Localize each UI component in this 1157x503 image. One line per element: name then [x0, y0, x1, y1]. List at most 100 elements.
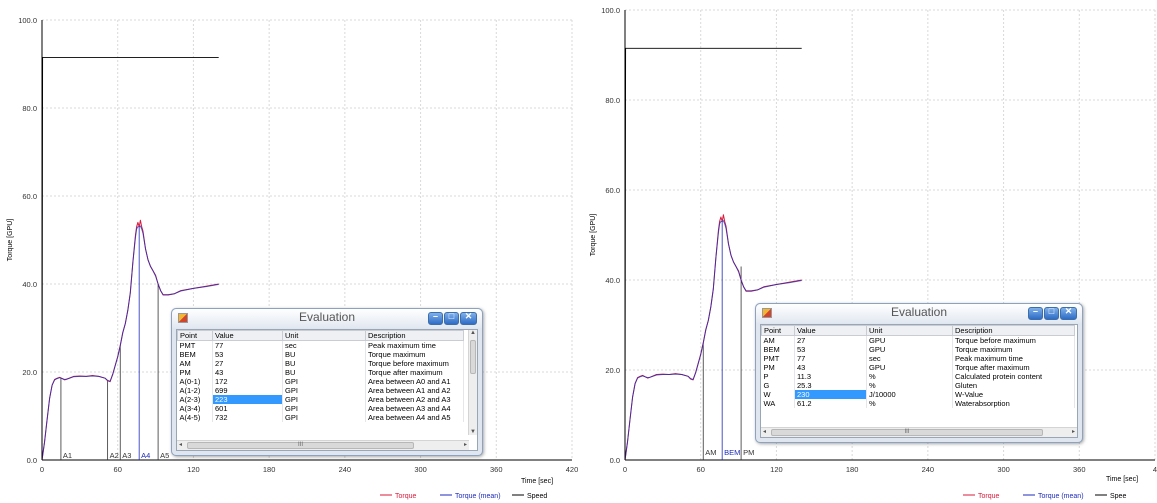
table-cell[interactable]: GPI	[282, 413, 366, 422]
table-row[interactable]: PMT 77 sec Peak maximum time	[761, 354, 1075, 363]
table-row[interactable]: W 230 J/10000 W-Value	[761, 390, 1075, 399]
table-cell[interactable]: GPU	[866, 345, 953, 354]
table-row[interactable]: PMT 77 sec Peak maximum time	[177, 340, 464, 350]
table-cell[interactable]: P	[761, 372, 795, 381]
scroll-up-icon[interactable]: ▲	[470, 330, 476, 336]
table-cell[interactable]: PM	[177, 368, 213, 377]
evaluation-window-left[interactable]: Evaluation – □ ✕ Point Value Unit Descripti…	[171, 308, 483, 456]
window-titlebar[interactable]: Evaluation – □ ✕	[756, 304, 1082, 323]
column-header[interactable]: Point	[177, 330, 213, 341]
table-cell[interactable]: 699	[212, 386, 283, 395]
table-row[interactable]: WA 61.2% Waterabsorption	[761, 399, 1075, 408]
column-header[interactable]: Unit	[282, 330, 366, 341]
table-cell[interactable]: BEM	[177, 350, 213, 359]
table-cell[interactable]: %	[866, 381, 953, 390]
table-cell[interactable]: 732	[212, 413, 283, 422]
maximize-icon[interactable]: □	[1044, 306, 1059, 320]
evaluation-grid[interactable]: Point Value Unit Description AM 27 GPU Torque …	[760, 324, 1078, 438]
table-cell[interactable]: PMT	[177, 340, 213, 350]
table-cell[interactable]: 11.3	[794, 372, 867, 381]
table-row[interactable]: A(4-5) 732 GPI Area between A4 and A5	[177, 413, 464, 422]
table-cell[interactable]: 223	[212, 395, 283, 404]
vertical-scrollbar[interactable]: ▲ ▼	[468, 330, 477, 435]
table-cell[interactable]: PM	[761, 363, 795, 372]
close-icon[interactable]: ✕	[460, 311, 477, 325]
table-cell[interactable]: 25.3	[794, 381, 867, 390]
table-cell[interactable]: sec	[282, 340, 366, 350]
hscroll-thumb[interactable]: III	[771, 429, 1043, 436]
table-cell[interactable]: Torque maximum	[365, 350, 464, 359]
table-cell[interactable]: Torque before maximum	[952, 335, 1075, 345]
table-cell[interactable]: BU	[282, 359, 366, 368]
table-cell[interactable]: 61.2	[794, 399, 867, 408]
table-row[interactable]: P 11.3% Calculated protein content	[761, 372, 1075, 381]
table-cell[interactable]: Gluten	[952, 381, 1075, 390]
table-row[interactable]: AM 27 BU Torque before maximum	[177, 359, 464, 368]
table-row[interactable]: G 25.3% Gluten	[761, 381, 1075, 390]
table-cell[interactable]: 27	[794, 335, 867, 345]
table-cell[interactable]: 230	[794, 390, 867, 399]
table-cell[interactable]: %	[866, 399, 953, 408]
table-row[interactable]: A(3-4) 601 GPI Area between A3 and A4	[177, 404, 464, 413]
horizontal-scrollbar[interactable]: ◂ III ▸	[761, 427, 1077, 437]
table-row[interactable]: PM 43 GPU Torque after maximum	[761, 363, 1075, 372]
table-cell[interactable]: W	[761, 390, 795, 399]
minimize-icon[interactable]: –	[1028, 306, 1043, 320]
evaluation-window-right[interactable]: Evaluation – □ ✕ Point Value Unit Descripti…	[755, 303, 1083, 443]
table-cell[interactable]: GPU	[866, 335, 953, 345]
window-titlebar[interactable]: Evaluation – □ ✕	[172, 309, 482, 328]
table-cell[interactable]: Area between A2 and A3	[365, 395, 464, 404]
table-cell[interactable]: 601	[212, 404, 283, 413]
table-cell[interactable]: J/10000	[866, 390, 953, 399]
table-cell[interactable]: Area between A1 and A2	[365, 386, 464, 395]
table-row[interactable]: A(0-1) 172 GPI Area between A0 and A1	[177, 377, 464, 386]
table-cell[interactable]: BEM	[761, 345, 795, 354]
scroll-thumb[interactable]	[470, 340, 476, 374]
table-cell[interactable]: Waterabsorption	[952, 399, 1075, 408]
table-cell[interactable]: 172	[212, 377, 283, 386]
table-cell[interactable]: W-Value	[952, 390, 1075, 399]
table-cell[interactable]: WA	[761, 399, 795, 408]
table-cell[interactable]: GPI	[282, 404, 366, 413]
hscroll-thumb[interactable]: III	[187, 442, 414, 449]
table-cell[interactable]: 53	[212, 350, 283, 359]
table-row[interactable]: A(1-2) 699 GPI Area between A1 and A2	[177, 386, 464, 395]
scroll-right-icon[interactable]: ▸	[1071, 429, 1075, 435]
table-cell[interactable]: Calculated protein content	[952, 372, 1075, 381]
table-cell[interactable]: 43	[212, 368, 283, 377]
table-row[interactable]: A(2-3) 223 GPI Area between A2 and A3	[177, 395, 464, 404]
evaluation-grid[interactable]: Point Value Unit Description PMT 77 sec Peak m…	[176, 329, 478, 451]
table-row[interactable]: AM 27 GPU Torque before maximum	[761, 335, 1075, 345]
table-cell[interactable]: Torque after maximum	[952, 363, 1075, 372]
horizontal-scrollbar[interactable]: ◂ III ▸	[177, 440, 469, 450]
table-cell[interactable]: 77	[794, 354, 867, 363]
column-header[interactable]: Value	[212, 330, 283, 341]
table-cell[interactable]: 53	[794, 345, 867, 354]
table-cell[interactable]: BU	[282, 368, 366, 377]
table-cell[interactable]: A(2-3)	[177, 395, 213, 404]
table-cell[interactable]: Torque maximum	[952, 345, 1075, 354]
table-cell[interactable]: 77	[212, 340, 283, 350]
scroll-left-icon[interactable]: ◂	[763, 429, 767, 435]
table-cell[interactable]: A(4-5)	[177, 413, 213, 422]
table-cell[interactable]: 43	[794, 363, 867, 372]
table-cell[interactable]: Area between A3 and A4	[365, 404, 464, 413]
table-cell[interactable]: %	[866, 372, 953, 381]
column-header[interactable]: Unit	[866, 325, 953, 336]
table-cell[interactable]: Torque after maximum	[365, 368, 464, 377]
table-cell[interactable]: A(1-2)	[177, 386, 213, 395]
scroll-right-icon[interactable]: ▸	[463, 442, 467, 448]
minimize-icon[interactable]: –	[428, 311, 443, 325]
table-cell[interactable]: AM	[177, 359, 213, 368]
table-cell[interactable]: Area between A4 and A5	[365, 413, 464, 422]
table-cell[interactable]: GPU	[866, 363, 953, 372]
table-cell[interactable]: G	[761, 381, 795, 390]
table-cell[interactable]: A(3-4)	[177, 404, 213, 413]
table-row[interactable]: PM 43 BU Torque after maximum	[177, 368, 464, 377]
table-cell[interactable]: AM	[761, 335, 795, 345]
table-cell[interactable]: PMT	[761, 354, 795, 363]
maximize-icon[interactable]: □	[444, 311, 459, 325]
column-header[interactable]: Point	[761, 325, 795, 336]
close-icon[interactable]: ✕	[1060, 306, 1077, 320]
table-cell[interactable]: Peak maximum time	[952, 354, 1075, 363]
